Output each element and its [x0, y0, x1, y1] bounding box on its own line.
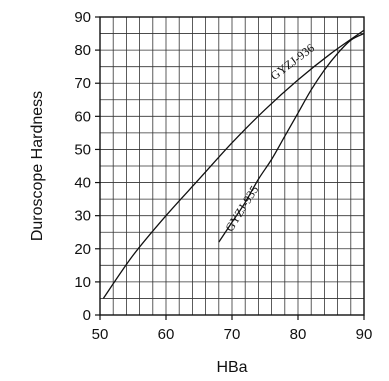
y-tick-label: 30	[74, 208, 91, 225]
curves	[102, 29, 365, 299]
y-tick-label: 80	[74, 42, 91, 59]
x-tick-label: 60	[158, 326, 175, 343]
x-tick-label: 80	[290, 326, 307, 343]
x-tick-label: 90	[356, 326, 373, 343]
curve-label-gyzj-936: GYZJ-936	[268, 41, 317, 83]
y-axis-label: Duroscope Hardness	[29, 91, 46, 241]
y-ticks: 0 10 20 30 40 50 60 70 80 90	[74, 9, 100, 324]
curve-label-gyzj-935: GYZJ-935	[222, 183, 261, 234]
curve-gyzj-936	[102, 29, 365, 299]
y-tick-label: 20	[74, 241, 91, 258]
x-tick-label: 50	[92, 326, 109, 343]
grid	[100, 17, 364, 315]
x-ticks: 50 60 70 80 90	[92, 315, 373, 343]
curve-gyzj-935	[218, 32, 365, 243]
y-tick-label: 0	[83, 307, 91, 324]
x-axis-label: HBa	[216, 359, 247, 376]
y-tick-label: 50	[74, 141, 91, 158]
y-tick-label: 10	[74, 274, 91, 291]
y-tick-label: 40	[74, 175, 91, 192]
x-tick-label: 70	[224, 326, 241, 343]
y-tick-label: 60	[74, 108, 91, 125]
y-tick-label: 70	[74, 75, 91, 92]
y-tick-label: 90	[74, 9, 91, 26]
